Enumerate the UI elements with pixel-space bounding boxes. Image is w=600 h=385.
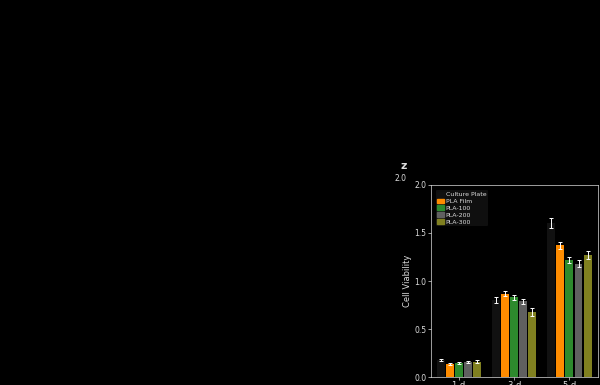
Bar — [492, 300, 500, 377]
Bar — [473, 362, 481, 377]
Bar — [529, 312, 536, 377]
Bar — [437, 360, 445, 377]
Bar — [575, 264, 583, 377]
Bar — [556, 246, 565, 377]
Bar — [464, 362, 472, 377]
Bar — [565, 260, 574, 377]
Bar — [510, 297, 518, 377]
Text: 2.0: 2.0 — [394, 174, 406, 183]
Bar — [446, 364, 454, 377]
Y-axis label: Cell Viability: Cell Viability — [403, 255, 412, 307]
Bar — [501, 293, 509, 377]
Bar — [455, 363, 463, 377]
Legend: Culture Plate, PLA Film, PLA-100, PLA-200, PLA-300: Culture Plate, PLA Film, PLA-100, PLA-20… — [436, 190, 488, 226]
Text: z: z — [401, 161, 407, 171]
Bar — [519, 301, 527, 377]
Bar — [547, 223, 556, 377]
Bar — [584, 255, 592, 377]
